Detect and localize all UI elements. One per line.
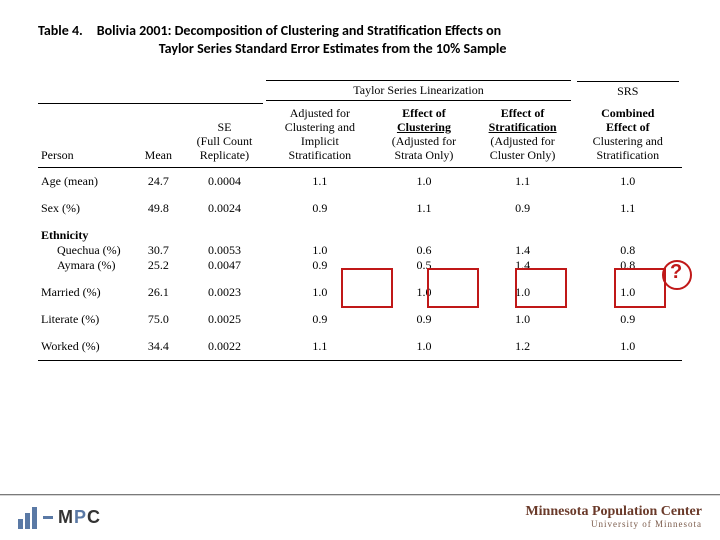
table-row-ethnicity: Ethnicity Quechua (%) Aymara (%) 30.725.… [38,222,682,279]
table-title: Table 4. Bolivia 2001: Decomposition of … [38,22,682,58]
table-number: Table 4. [38,22,83,39]
col-person: Person [38,103,131,167]
col-adjusted: Adjusted for Clustering and Implicit Str… [263,103,376,167]
data-table: Taylor Series Linearization SRS Person M… [38,76,682,360]
span-tsl: Taylor Series Linearization [263,76,573,103]
mpc-logo-text: MPC [58,507,101,528]
page-content: Table 4. Bolivia 2001: Decomposition of … [0,0,720,361]
span-header-row: Taylor Series Linearization SRS [38,76,682,103]
col-mean: Mean [131,103,185,167]
column-header-row: Person Mean SE (Full Count Replicate) Ad… [38,103,682,167]
table-row: Sex (%) 49.80.0024 0.91.1 0.91.1 [38,195,682,222]
table-caption: Bolivia 2001: Decomposition of Clusterin… [97,22,507,58]
col-effect-clustering: Effect of Clustering (Adjusted for Strat… [376,103,471,167]
span-srs: SRS [574,76,682,103]
table-row: Age (mean) 24.70.0004 1.11.0 1.11.0 [38,167,682,195]
institution-logo: Minnesota Population Center University o… [525,505,702,529]
bars-icon [18,507,37,529]
col-effect-stratification: Effect of Stratification (Adjusted for C… [472,103,574,167]
table-row: Worked (%) 34.40.0022 1.11.0 1.21.0 [38,333,682,361]
table-row: Married (%) 26.10.0023 1.01.0 1.01.0 [38,279,682,306]
table-row: Literate (%) 75.00.0025 0.90.9 1.00.9 [38,306,682,333]
col-combined: Combined Effect of Clustering and Strati… [574,103,682,167]
mpc-logo: MPC [18,507,101,529]
footer: MPC Minnesota Population Center Universi… [0,494,720,540]
col-se: SE (Full Count Replicate) [185,103,263,167]
